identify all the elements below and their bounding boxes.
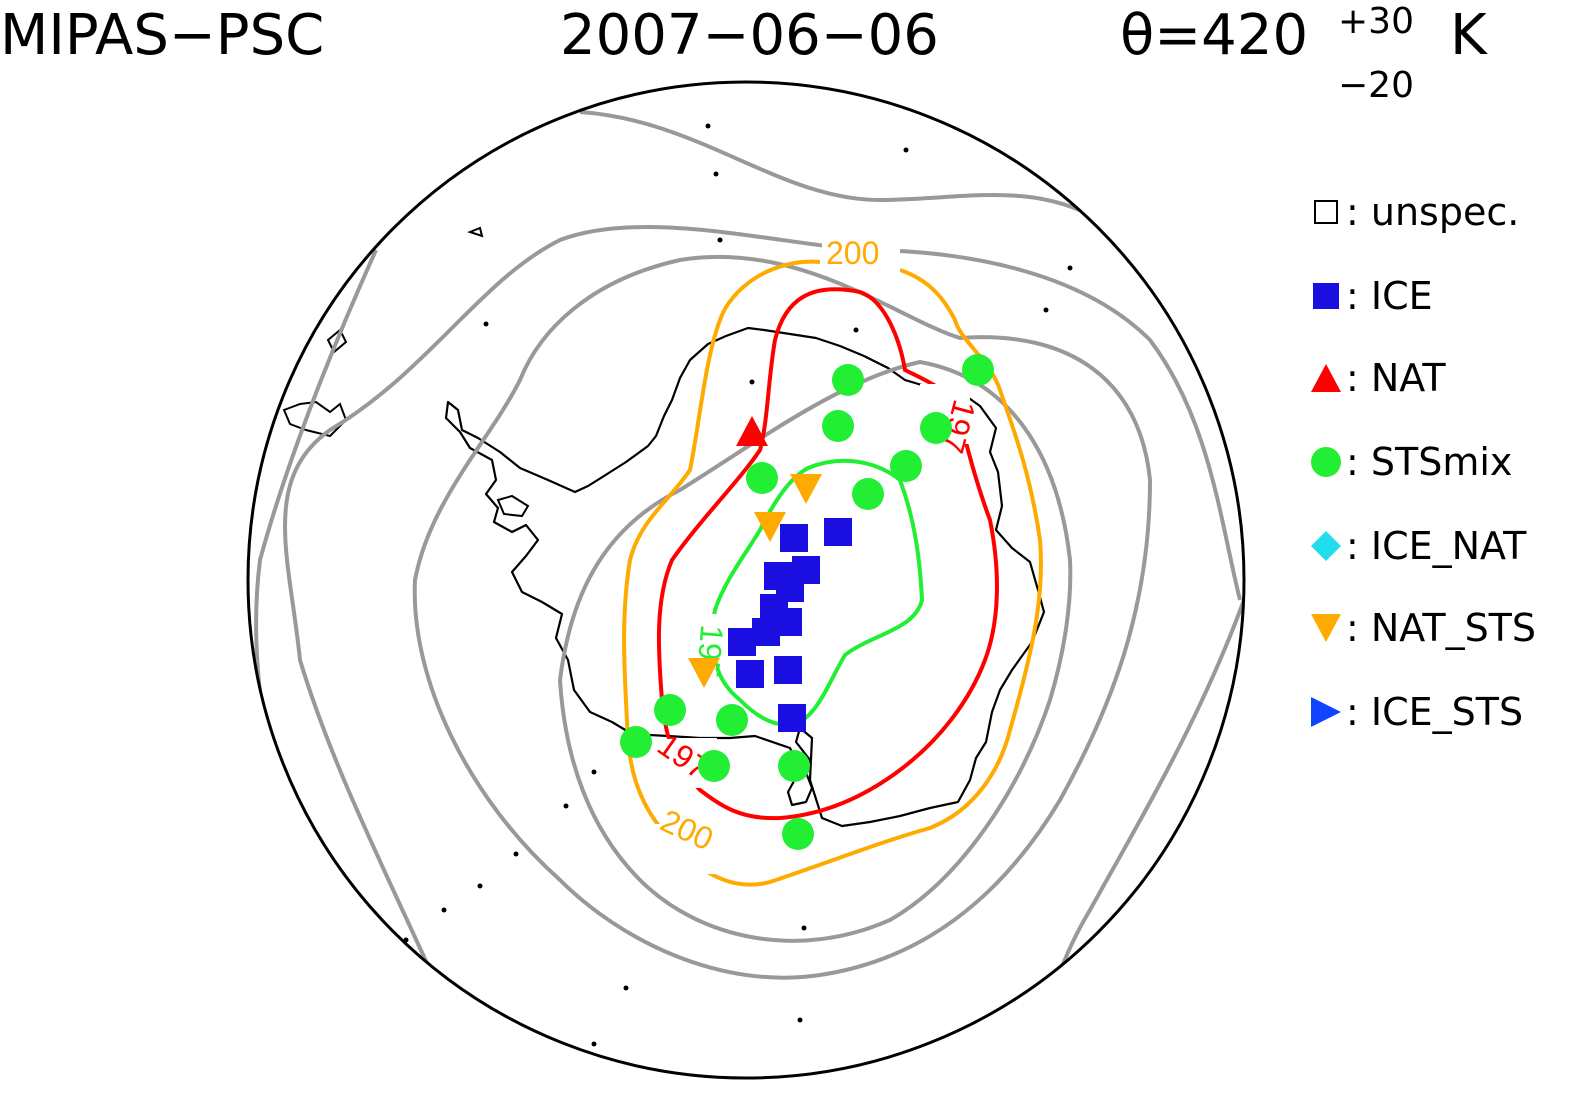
grid-dots (403, 123, 1073, 1047)
nat-sts-marker (790, 474, 822, 504)
dot (591, 1041, 597, 1047)
sts-marker (654, 694, 686, 726)
dot (477, 883, 483, 889)
diamond-icon (1308, 528, 1344, 564)
date-title: 2007−06−06 (560, 3, 939, 68)
nat-sts-marker (688, 658, 720, 688)
dot (513, 851, 519, 857)
sts-marker (698, 750, 730, 782)
ice-marker (774, 656, 802, 684)
sts-marker (890, 450, 922, 482)
orange-contour-200 (622, 259, 1043, 887)
legend-item-nat-sts: : NAT_STS (1308, 606, 1536, 650)
legend-label-ice: : ICE (1346, 274, 1433, 318)
dot (1067, 265, 1073, 271)
sts-marker (852, 478, 884, 510)
nat-sts-marker (754, 512, 786, 542)
dot (591, 769, 597, 775)
label-gap (822, 232, 900, 272)
instrument-title: MIPAS−PSC (0, 3, 325, 68)
gray-contour-3 (283, 225, 1242, 971)
gray-contour-2 (412, 254, 1153, 980)
legend-label-ice-nat: : ICE_NAT (1346, 524, 1527, 568)
gray-contour-5 (254, 249, 378, 801)
triangle-right-icon (1308, 694, 1344, 730)
dot (717, 237, 723, 243)
dot (853, 327, 859, 333)
coast-detail (282, 226, 530, 518)
dot (483, 321, 489, 327)
contour-label-200-top: 200 (826, 235, 879, 271)
legend-item-stsmix: : STSmix (1308, 440, 1512, 484)
legend-item-nat: : NAT (1308, 356, 1446, 400)
theta-unit: K (1450, 3, 1487, 68)
antarctica-coastline (444, 326, 1046, 828)
map-content: 200 200 197 197 195 (254, 110, 1244, 1047)
triangle-down-icon (1308, 610, 1344, 646)
psc-markers (620, 354, 994, 850)
sts-marker (778, 750, 810, 782)
gray-contour-6 (1038, 599, 1244, 1041)
dot (563, 803, 569, 809)
dot (801, 925, 807, 931)
gray-contour-inner (557, 359, 1073, 943)
dot (441, 907, 447, 913)
dot (713, 171, 719, 177)
sts-marker (822, 410, 854, 442)
gray-contours (254, 110, 1244, 1041)
dot (749, 379, 755, 385)
theta-upper-range: +30 (1338, 1, 1414, 42)
sts-marker (620, 726, 652, 758)
ice-marker (778, 704, 806, 732)
open-square-icon (1308, 194, 1344, 230)
ice-marker (736, 660, 764, 688)
sts-marker (716, 704, 748, 736)
sts-marker (962, 354, 994, 386)
legend-label-nat-sts: : NAT_STS (1346, 606, 1537, 650)
dot (623, 985, 629, 991)
nat-sts-markers (688, 474, 822, 688)
dot (705, 123, 711, 129)
map-boundary (246, 80, 1246, 1080)
legend-label-ice-sts: : ICE_STS (1346, 690, 1524, 734)
legend-item-ice: : ICE (1308, 274, 1433, 318)
theta-value: θ=420 (1120, 3, 1309, 68)
label-gap (654, 824, 724, 874)
ice-marker (780, 524, 808, 552)
sts-marker (782, 818, 814, 850)
sts-markers (620, 354, 994, 850)
legend-item-ice-nat: : ICE_NAT (1308, 524, 1526, 568)
sts-marker (746, 462, 778, 494)
green-contour-195 (710, 458, 925, 727)
filled-square-icon (1308, 278, 1344, 314)
ice-markers (728, 518, 852, 732)
legend-item-unspec: : unspec. (1308, 190, 1519, 234)
theta-title: θ=420 +30 −20 K (1120, 4, 1487, 104)
dot (797, 1017, 803, 1023)
legend-label-nat: : NAT (1346, 356, 1446, 400)
ice-marker (752, 618, 780, 646)
legend-item-ice-sts: : ICE_STS (1308, 690, 1523, 734)
nat-marker (736, 416, 768, 446)
sts-marker (920, 412, 952, 444)
ice-marker (728, 628, 756, 656)
dot (903, 147, 909, 153)
sts-marker (832, 364, 864, 396)
legend-label-stsmix: : STSmix (1346, 440, 1513, 484)
triangle-up-icon (1308, 360, 1344, 396)
ice-marker (824, 518, 852, 546)
theta-lower-range: −20 (1338, 65, 1414, 106)
legend-label-unspec: : unspec. (1346, 190, 1520, 234)
circle-icon (1308, 444, 1344, 480)
dot (1043, 307, 1049, 313)
